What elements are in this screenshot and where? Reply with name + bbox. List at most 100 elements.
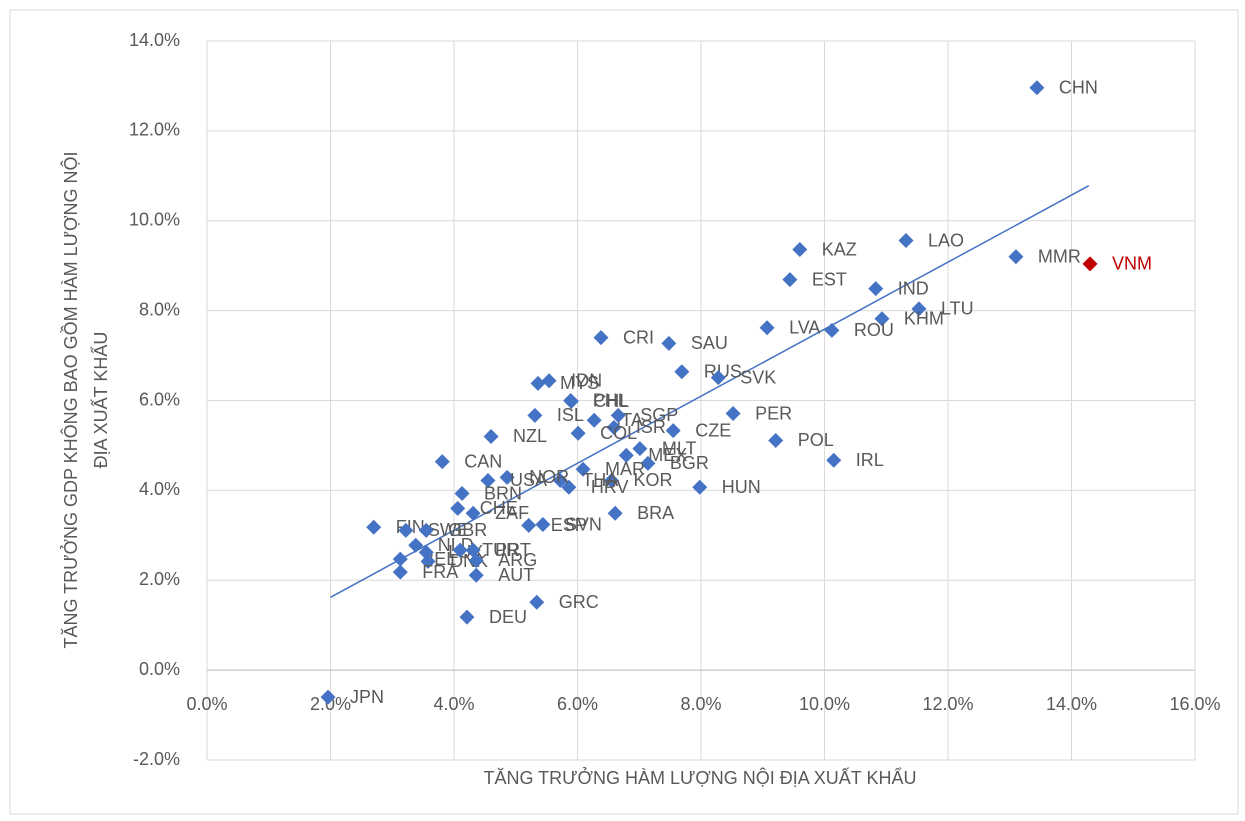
point [530,375,546,391]
point [499,469,515,485]
point [826,452,842,468]
point [563,393,579,409]
x-tick-label: 4.0% [433,694,474,714]
point-label: MAR [605,459,645,479]
y-tick-label: -2.0% [133,749,180,769]
point [575,461,591,477]
point-label: AUT [498,565,534,585]
point [692,479,708,495]
point-label: VNM [1112,254,1152,274]
point [632,441,648,457]
point-label: BRA [637,503,674,523]
point [1008,249,1024,265]
point [606,419,622,435]
point-label: TUR [482,540,519,560]
point [759,320,775,336]
point-label: MLT [662,438,697,458]
y-axis-title: TĂNG TRƯỞNG GDP KHÔNG BAO GỒM HÀM LƯỢNG … [60,152,81,649]
x-axis-title: TĂNG TRƯỞNG HÀM LƯỢNG NỘI ĐỊA XUẤT KHẨU [483,767,916,788]
point [483,428,499,444]
point-label: CRI [623,327,654,347]
point [450,500,466,516]
point-label: POL [798,430,834,450]
point [561,479,577,495]
point [593,330,609,346]
point-label: ARG [498,550,537,570]
y-tick-label: 2.0% [139,569,180,589]
y-tick-label: 10.0% [129,210,180,230]
point-label: LAO [928,230,964,250]
point [535,517,551,533]
point-label: LTU [941,299,974,319]
point [541,373,557,389]
point-label: KOR [633,470,672,490]
point-label: KHM [904,308,944,328]
point-label: PRT [495,540,531,560]
point [434,454,450,470]
point [459,609,475,625]
point [868,281,884,297]
point [420,553,436,569]
point-label: GBR [448,520,487,540]
point [392,564,408,580]
point-label: PHL [593,390,628,410]
x-tick-label: 2.0% [310,694,351,714]
y-tick-label: 6.0% [139,389,180,409]
point [452,542,468,558]
point [674,364,690,380]
point-label: HUN [722,477,761,497]
point-label: SWE [428,520,469,540]
point [603,472,619,488]
point [824,322,840,338]
point-label: CAN [464,451,502,471]
point-label: SGP [640,405,678,425]
point [782,272,798,288]
point [398,522,414,538]
point-label: SAU [691,333,728,353]
point-label: ISL [557,405,584,425]
point [610,407,626,423]
y-axis-title: ĐỊA XUẤT KHẨU [90,332,111,469]
point-label: SVK [740,367,776,387]
point-label: FIN [396,517,425,537]
point-label: BRN [484,483,522,503]
point [521,517,537,533]
point-label: KAZ [822,239,857,259]
point [408,537,424,553]
point [661,335,677,351]
point-label: BGR [670,453,709,473]
point-label: CZE [695,420,731,440]
point [320,689,336,705]
point [640,455,656,471]
point [898,233,914,249]
point-label: DEU [489,607,527,627]
y-tick-label: 4.0% [139,479,180,499]
point-label: GRC [559,592,599,612]
point-label: THA [582,470,618,490]
point [454,486,470,502]
point-label: LVA [789,317,820,337]
point-label: USA [510,470,547,490]
point [468,552,484,568]
point [768,432,784,448]
point-label: JPN [350,687,384,707]
point [392,551,408,567]
point [607,505,623,521]
point-label: IDN [571,370,602,390]
point [725,406,741,422]
point [618,447,634,463]
y-tick-label: 8.0% [139,299,180,319]
chart-border [9,9,1239,815]
x-tick-label: 12.0% [922,694,973,714]
point-label: EST [812,269,847,289]
point [1029,80,1045,96]
point [527,407,543,423]
point-label: IRL [856,450,884,470]
point-label: NZL [513,426,547,446]
point [465,505,481,521]
x-tick-label: 14.0% [1046,694,1097,714]
point-label: SVN [565,514,602,534]
point [911,301,927,317]
point [366,519,382,535]
